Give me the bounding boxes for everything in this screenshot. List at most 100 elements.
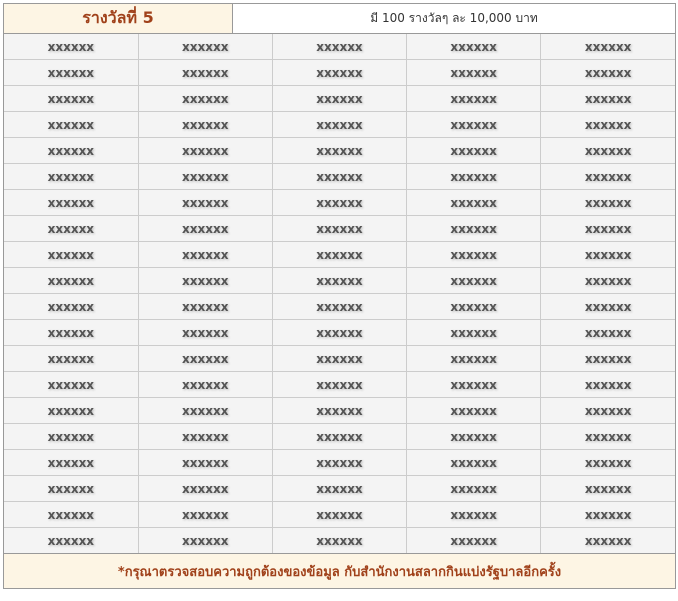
table-row: xxxxxx xxxxxx xxxxxx xxxxxx xxxxxx <box>4 423 675 450</box>
prize-number-cell: xxxxxx <box>137 137 273 164</box>
prize-number-cell: xxxxxx <box>137 423 273 450</box>
prize-number-cell: xxxxxx <box>4 371 139 398</box>
prize-number-cell: xxxxxx <box>406 449 542 476</box>
prize-number-cell: xxxxxx <box>4 59 139 86</box>
prize-number-cell: xxxxxx <box>271 423 408 450</box>
prize-number-cell: xxxxxx <box>137 319 273 346</box>
prize-number-cell: xxxxxx <box>540 501 675 528</box>
prize-number-cell: xxxxxx <box>137 111 273 138</box>
prize-number-cell: xxxxxx <box>137 501 273 528</box>
prize-number-cell: xxxxxx <box>406 241 542 268</box>
prize-number-cell: xxxxxx <box>271 527 408 553</box>
prize-5-panel: รางวัลที่ 5 มี 100 รางวัลๆ ละ 10,000 บาท… <box>3 3 676 589</box>
prize-number-cell: xxxxxx <box>271 293 408 320</box>
prize-number-cell: xxxxxx <box>4 163 139 190</box>
prize-number-cell: xxxxxx <box>271 475 408 502</box>
prize-number-cell: xxxxxx <box>271 449 408 476</box>
prize-number-cell: xxxxxx <box>4 527 139 553</box>
prize-number-cell: xxxxxx <box>4 319 139 346</box>
table-row: xxxxxx xxxxxx xxxxxx xxxxxx xxxxxx <box>4 137 675 164</box>
prize-number-cell: xxxxxx <box>406 501 542 528</box>
prize-number-cell: xxxxxx <box>4 449 139 476</box>
prize-number-cell: xxxxxx <box>4 345 139 372</box>
prize-number-cell: xxxxxx <box>540 527 675 553</box>
prize-number-cell: xxxxxx <box>271 34 408 60</box>
prize-number-cell: xxxxxx <box>137 59 273 86</box>
prize-number-cell: xxxxxx <box>137 345 273 372</box>
prize-number-cell: xxxxxx <box>4 267 139 294</box>
table-row: xxxxxx xxxxxx xxxxxx xxxxxx xxxxxx <box>4 215 675 242</box>
prize-number-cell: xxxxxx <box>4 475 139 502</box>
prize-number-cell: xxxxxx <box>271 501 408 528</box>
prize-title: รางวัลที่ 5 <box>4 4 233 33</box>
prize-number-cell: xxxxxx <box>4 34 139 60</box>
prize-number-cell: xxxxxx <box>4 215 139 242</box>
table-row: xxxxxx xxxxxx xxxxxx xxxxxx xxxxxx <box>4 189 675 216</box>
prize-number-cell: xxxxxx <box>137 371 273 398</box>
prize-number-cell: xxxxxx <box>406 267 542 294</box>
prize-number-cell: xxxxxx <box>271 267 408 294</box>
prize-number-cell: xxxxxx <box>406 163 542 190</box>
prize-number-cell: xxxxxx <box>406 345 542 372</box>
prize-number-cell: xxxxxx <box>406 85 542 112</box>
prize-number-cell: xxxxxx <box>540 449 675 476</box>
table-row: xxxxxx xxxxxx xxxxxx xxxxxx xxxxxx <box>4 345 675 372</box>
prize-number-cell: xxxxxx <box>406 189 542 216</box>
prize-number-cell: xxxxxx <box>406 475 542 502</box>
prize-number-cell: xxxxxx <box>4 189 139 216</box>
prize-number-cell: xxxxxx <box>540 59 675 86</box>
prize-number-cell: xxxxxx <box>406 527 542 553</box>
table-row: xxxxxx xxxxxx xxxxxx xxxxxx xxxxxx <box>4 319 675 346</box>
prize-number-cell: xxxxxx <box>540 34 675 60</box>
prize-number-cell: xxxxxx <box>271 215 408 242</box>
prize-number-cell: xxxxxx <box>137 85 273 112</box>
prize-number-cell: xxxxxx <box>4 423 139 450</box>
prize-numbers-table: xxxxxx xxxxxx xxxxxx xxxxxx xxxxxx xxxxxx xxxx… <box>4 34 675 553</box>
prize-number-cell: xxxxxx <box>4 293 139 320</box>
prize-number-cell: xxxxxx <box>540 475 675 502</box>
prize-number-cell: xxxxxx <box>406 137 542 164</box>
table-row: xxxxxx xxxxxx xxxxxx xxxxxx xxxxxx <box>4 371 675 398</box>
prize-number-cell: xxxxxx <box>406 423 542 450</box>
table-row: xxxxxx xxxxxx xxxxxx xxxxxx xxxxxx <box>4 527 675 553</box>
prize-number-cell: xxxxxx <box>406 215 542 242</box>
prize-number-cell: xxxxxx <box>4 111 139 138</box>
prize-number-cell: xxxxxx <box>540 267 675 294</box>
prize-number-cell: xxxxxx <box>137 215 273 242</box>
prize-number-cell: xxxxxx <box>271 85 408 112</box>
table-row: xxxxxx xxxxxx xxxxxx xxxxxx xxxxxx <box>4 34 675 60</box>
prize-number-cell: xxxxxx <box>406 371 542 398</box>
prize-number-cell: xxxxxx <box>271 137 408 164</box>
prize-number-cell: xxxxxx <box>137 163 273 190</box>
prize-number-cell: xxxxxx <box>271 189 408 216</box>
prize-number-cell: xxxxxx <box>271 371 408 398</box>
prize-number-cell: xxxxxx <box>540 137 675 164</box>
prize-number-cell: xxxxxx <box>4 501 139 528</box>
prize-number-cell: xxxxxx <box>4 397 139 424</box>
prize-number-cell: xxxxxx <box>137 475 273 502</box>
prize-number-cell: xxxxxx <box>540 423 675 450</box>
prize-number-cell: xxxxxx <box>406 293 542 320</box>
prize-number-cell: xxxxxx <box>540 215 675 242</box>
prize-number-cell: xxxxxx <box>540 293 675 320</box>
prize-number-cell: xxxxxx <box>271 111 408 138</box>
prize-number-cell: xxxxxx <box>540 111 675 138</box>
prize-number-cell: xxxxxx <box>406 59 542 86</box>
prize-number-cell: xxxxxx <box>137 397 273 424</box>
prize-number-cell: xxxxxx <box>271 241 408 268</box>
table-row: xxxxxx xxxxxx xxxxxx xxxxxx xxxxxx <box>4 501 675 528</box>
footer-note: *กรุณาตรวจสอบความถูกต้องของข้อมูล กับสำน… <box>4 553 675 588</box>
prize-number-cell: xxxxxx <box>540 241 675 268</box>
prize-number-cell: xxxxxx <box>540 189 675 216</box>
table-row: xxxxxx xxxxxx xxxxxx xxxxxx xxxxxx <box>4 111 675 138</box>
prize-number-cell: xxxxxx <box>406 111 542 138</box>
table-row: xxxxxx xxxxxx xxxxxx xxxxxx xxxxxx <box>4 59 675 86</box>
prize-number-cell: xxxxxx <box>137 267 273 294</box>
prize-number-cell: xxxxxx <box>137 527 273 553</box>
table-row: xxxxxx xxxxxx xxxxxx xxxxxx xxxxxx <box>4 449 675 476</box>
prize-number-cell: xxxxxx <box>540 163 675 190</box>
prize-number-cell: xxxxxx <box>540 345 675 372</box>
prize-number-cell: xxxxxx <box>4 241 139 268</box>
prize-number-cell: xxxxxx <box>137 34 273 60</box>
table-row: xxxxxx xxxxxx xxxxxx xxxxxx xxxxxx <box>4 163 675 190</box>
